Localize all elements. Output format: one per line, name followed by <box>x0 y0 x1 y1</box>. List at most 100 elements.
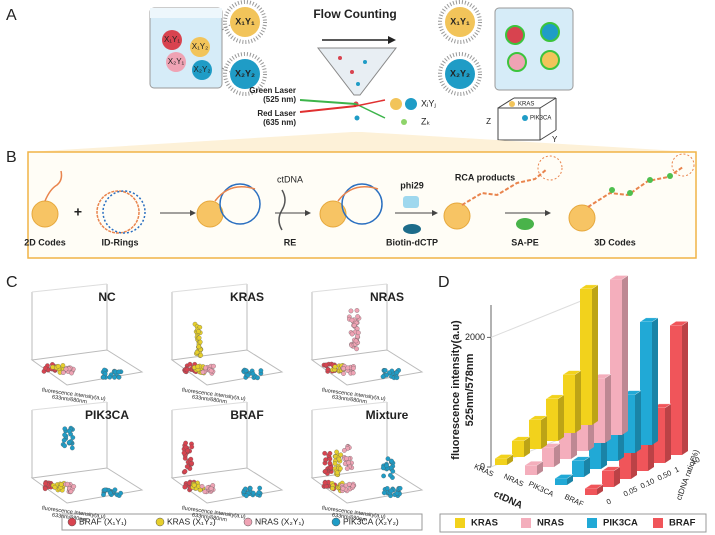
scatter-dot <box>327 451 333 456</box>
scatter-dot <box>196 344 202 350</box>
scatter-dot <box>322 469 328 474</box>
legend-swatch <box>155 517 165 527</box>
scatter-dot <box>355 314 360 319</box>
scatter-dot <box>71 484 77 489</box>
scatter-dot <box>388 488 394 494</box>
legend-swatch <box>331 517 341 527</box>
scatter-dot <box>183 440 188 446</box>
scatter-dot <box>198 352 204 358</box>
floor <box>170 349 284 386</box>
scatter-dot <box>61 437 67 443</box>
scatter-dot <box>69 445 75 451</box>
gene-label: KRAS <box>518 102 534 108</box>
x-tick-label: PIK3CA <box>527 479 555 498</box>
scatter-dot <box>245 372 251 378</box>
wall <box>311 401 388 411</box>
bead-label: X₂Y₁ <box>168 57 185 66</box>
scatter-dot <box>58 482 64 487</box>
scatter-dot <box>323 362 329 368</box>
scatter-dot <box>351 365 356 371</box>
legend-swatch <box>67 517 77 527</box>
scatter-dot <box>322 450 328 456</box>
floor <box>310 349 424 386</box>
plot-title: NC <box>98 290 116 304</box>
panel-label: A <box>6 7 17 24</box>
beaker-beads <box>505 22 560 72</box>
bar-side <box>541 415 547 449</box>
scatter-dot <box>344 466 350 471</box>
z-tick-label: 10 <box>690 455 701 467</box>
scatter-dot <box>200 369 206 375</box>
wall <box>171 401 248 411</box>
bar <box>525 465 537 475</box>
axis-label: 633nm/680nm <box>52 512 88 523</box>
scatter-dot <box>255 375 260 381</box>
legend-label: KRAS <box>471 518 498 529</box>
scatter-dot <box>340 486 346 491</box>
x-axis-label: ctDNA <box>492 489 524 512</box>
beaker-top <box>150 8 222 18</box>
scatter-dot <box>341 371 346 376</box>
scatter-dot <box>188 456 194 462</box>
bar <box>670 325 682 455</box>
bar <box>495 458 507 465</box>
wall <box>171 283 248 293</box>
bar-side <box>652 317 658 445</box>
scatter-dot <box>344 456 349 461</box>
scatter-dot <box>202 489 208 495</box>
scatter-dot <box>199 484 205 489</box>
scatter-dot <box>384 486 390 491</box>
scatter-dot <box>323 457 329 463</box>
bar <box>546 398 558 441</box>
scatter-dot <box>197 339 203 345</box>
scatter-dot <box>332 364 338 370</box>
scatter-dot <box>243 368 249 373</box>
bead-label: X₁Y₂ <box>192 42 208 51</box>
plot-title: BRAF <box>230 408 263 422</box>
scatter-dot <box>250 490 256 496</box>
scatter-dot <box>101 374 106 380</box>
scatter-dot <box>118 490 124 496</box>
scatter-dot <box>196 335 202 341</box>
scatter-dot <box>184 367 190 373</box>
step-label: Biotin-dCTP <box>386 237 438 247</box>
scatter-dot <box>62 432 67 438</box>
scatter-dot <box>182 484 188 490</box>
scatter-dot <box>382 368 388 373</box>
gene-label: PIK3CA <box>530 116 551 122</box>
scatter-dot <box>336 456 342 462</box>
z-tick-label: 1 <box>673 465 681 475</box>
z-tick-label: 0.05 <box>622 484 639 498</box>
scatter-dot <box>189 444 195 450</box>
scatter-dot <box>66 428 72 434</box>
legend-label: Zₖ <box>421 116 430 126</box>
scatter-dot <box>182 469 188 474</box>
scatter-dot <box>203 365 208 371</box>
bar-side <box>614 466 620 487</box>
scatter-dot <box>66 440 72 445</box>
scatter-dot <box>334 470 340 476</box>
plot-title: NRAS <box>370 290 404 304</box>
flow-title: Flow Counting <box>313 7 396 21</box>
scatter-dot <box>189 460 195 466</box>
laser-label: Red Laser <box>257 109 296 118</box>
step-label: 3D Codes <box>594 237 636 247</box>
scatter-dot <box>389 458 394 464</box>
scatter-dot <box>64 481 70 487</box>
bead-label: X₂Y₂ <box>235 68 255 78</box>
legend-box <box>439 513 707 533</box>
scheme <box>31 153 695 234</box>
scatter-dot <box>258 368 264 373</box>
floor <box>170 467 284 504</box>
scatter-dot <box>334 449 339 455</box>
legend-label: PIK3CA <box>603 518 638 529</box>
wall <box>311 283 388 293</box>
legend-label: XᵢYⱼ <box>421 98 436 108</box>
bar-side <box>682 321 688 455</box>
scatter-dot <box>380 465 386 471</box>
